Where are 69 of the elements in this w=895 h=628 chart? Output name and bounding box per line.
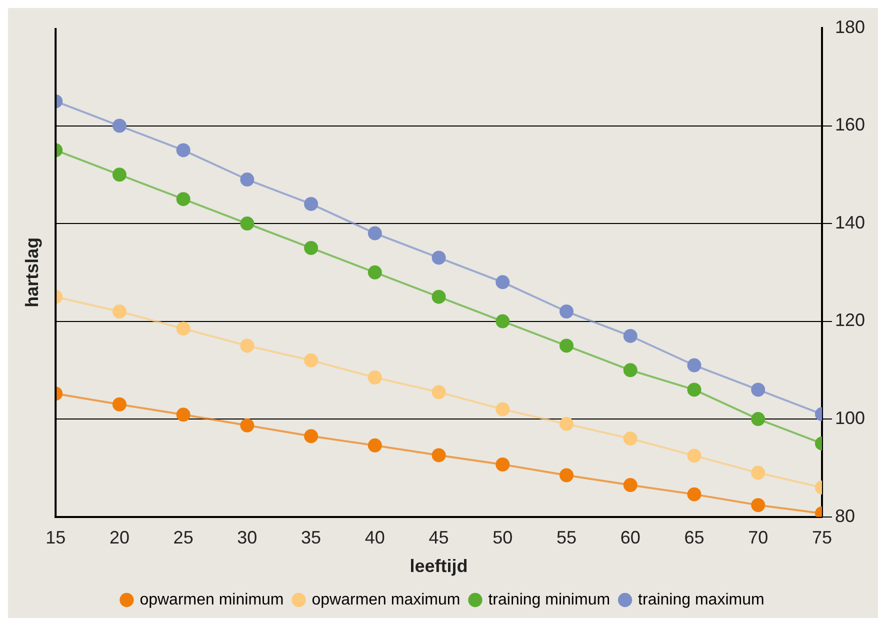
point xyxy=(751,412,766,426)
point xyxy=(112,118,126,133)
point xyxy=(368,438,382,452)
point xyxy=(560,304,574,319)
point xyxy=(176,322,190,336)
point xyxy=(432,448,446,462)
point xyxy=(240,418,254,432)
x-tick-label: 30 xyxy=(237,528,258,548)
legend-label: opwarmen minimum xyxy=(140,591,284,608)
point xyxy=(687,487,702,502)
x-tick-label: 40 xyxy=(364,528,385,548)
point xyxy=(304,196,318,211)
point xyxy=(304,353,318,368)
point xyxy=(112,304,126,319)
point xyxy=(496,314,510,328)
point xyxy=(368,370,382,384)
legend-label: training minimum xyxy=(488,591,610,608)
point xyxy=(368,226,382,240)
legend-label: opwarmen maximum xyxy=(312,591,460,608)
x-tick-label: 60 xyxy=(620,528,640,548)
x-tick-label: 70 xyxy=(748,528,768,548)
x-tick-label: 50 xyxy=(492,528,513,548)
point xyxy=(432,250,446,265)
x-axis-title: leeftijd xyxy=(410,556,468,576)
point xyxy=(751,466,766,480)
y-tick-label: 140 xyxy=(834,212,866,232)
point xyxy=(623,363,638,378)
point xyxy=(176,192,190,206)
point xyxy=(687,382,702,397)
point xyxy=(496,402,510,416)
point xyxy=(112,397,126,412)
y-tick-label: 120 xyxy=(834,310,866,330)
point xyxy=(368,265,382,280)
point xyxy=(687,448,702,463)
point xyxy=(751,498,766,512)
point xyxy=(240,172,254,187)
x-tick-label: 25 xyxy=(173,528,194,548)
point xyxy=(240,216,254,231)
point xyxy=(560,468,574,482)
x-tick-label: 45 xyxy=(428,528,449,548)
x-tick-label: 65 xyxy=(684,528,704,548)
point xyxy=(623,478,638,492)
y-axis-title: hartslag xyxy=(22,237,42,308)
point xyxy=(432,385,446,400)
y-tick-label: 100 xyxy=(834,408,866,428)
point xyxy=(112,168,126,182)
point xyxy=(176,408,190,422)
point xyxy=(304,240,318,255)
point xyxy=(560,416,574,431)
x-tick-label: 55 xyxy=(556,528,577,548)
point xyxy=(432,290,446,304)
x-tick-label: 35 xyxy=(301,528,322,548)
x-tick-label: 15 xyxy=(46,528,66,548)
legend-label: training maximum xyxy=(638,591,764,608)
point xyxy=(751,382,766,397)
point xyxy=(623,328,638,343)
x-tick-label: 20 xyxy=(109,528,130,548)
point xyxy=(176,143,190,158)
point xyxy=(496,275,510,290)
point xyxy=(623,432,638,446)
point xyxy=(496,458,510,472)
point xyxy=(240,338,254,353)
point xyxy=(560,338,574,353)
y-tick-label: 180 xyxy=(834,16,866,37)
x-tick-label: 75 xyxy=(812,528,832,548)
point xyxy=(304,429,318,444)
y-tick-label: 80 xyxy=(834,506,855,526)
y-tick-label: 160 xyxy=(834,114,866,135)
point xyxy=(687,358,702,372)
